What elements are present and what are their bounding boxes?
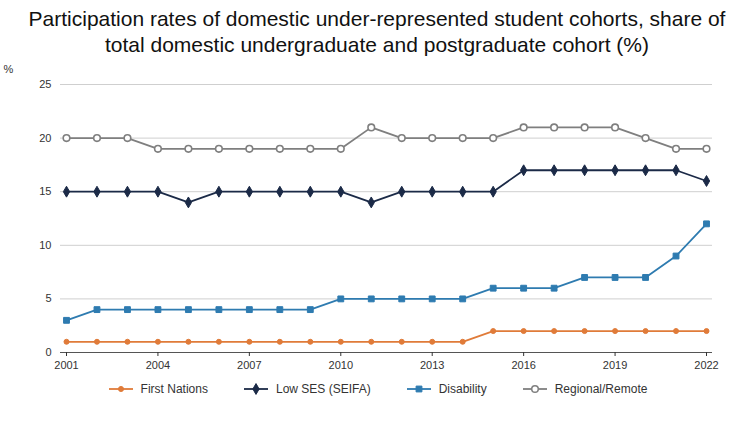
svg-text:5: 5 [45,292,51,304]
html-text:Regional/Remote: Regional/Remote [554,382,648,396]
svg-text:20: 20 [39,132,51,144]
svg-text:2010: 2010 [329,359,353,371]
svg-text:10: 10 [39,239,51,251]
svg-text:2004: 2004 [146,359,170,371]
svg-text:2013: 2013 [420,359,444,371]
svg-text:15: 15 [39,185,51,197]
svg-text:2019: 2019 [603,359,627,371]
svg-text:%: % [4,63,14,75]
svg-text:2016: 2016 [511,359,535,371]
svg-text:25: 25 [39,78,51,90]
html-text:Disability: Disability [438,382,487,396]
html-text:Participation rates of domesti: Participation rates of domestic under-re… [28,7,726,56]
svg-text:2001: 2001 [54,359,78,371]
html-text:Low SES (SEIFA): Low SES (SEIFA) [276,382,371,396]
svg-text:2022: 2022 [694,359,718,371]
html-text:First Nations: First Nations [140,382,208,396]
svg-text:2007: 2007 [237,359,261,371]
svg-text:0: 0 [45,346,51,358]
